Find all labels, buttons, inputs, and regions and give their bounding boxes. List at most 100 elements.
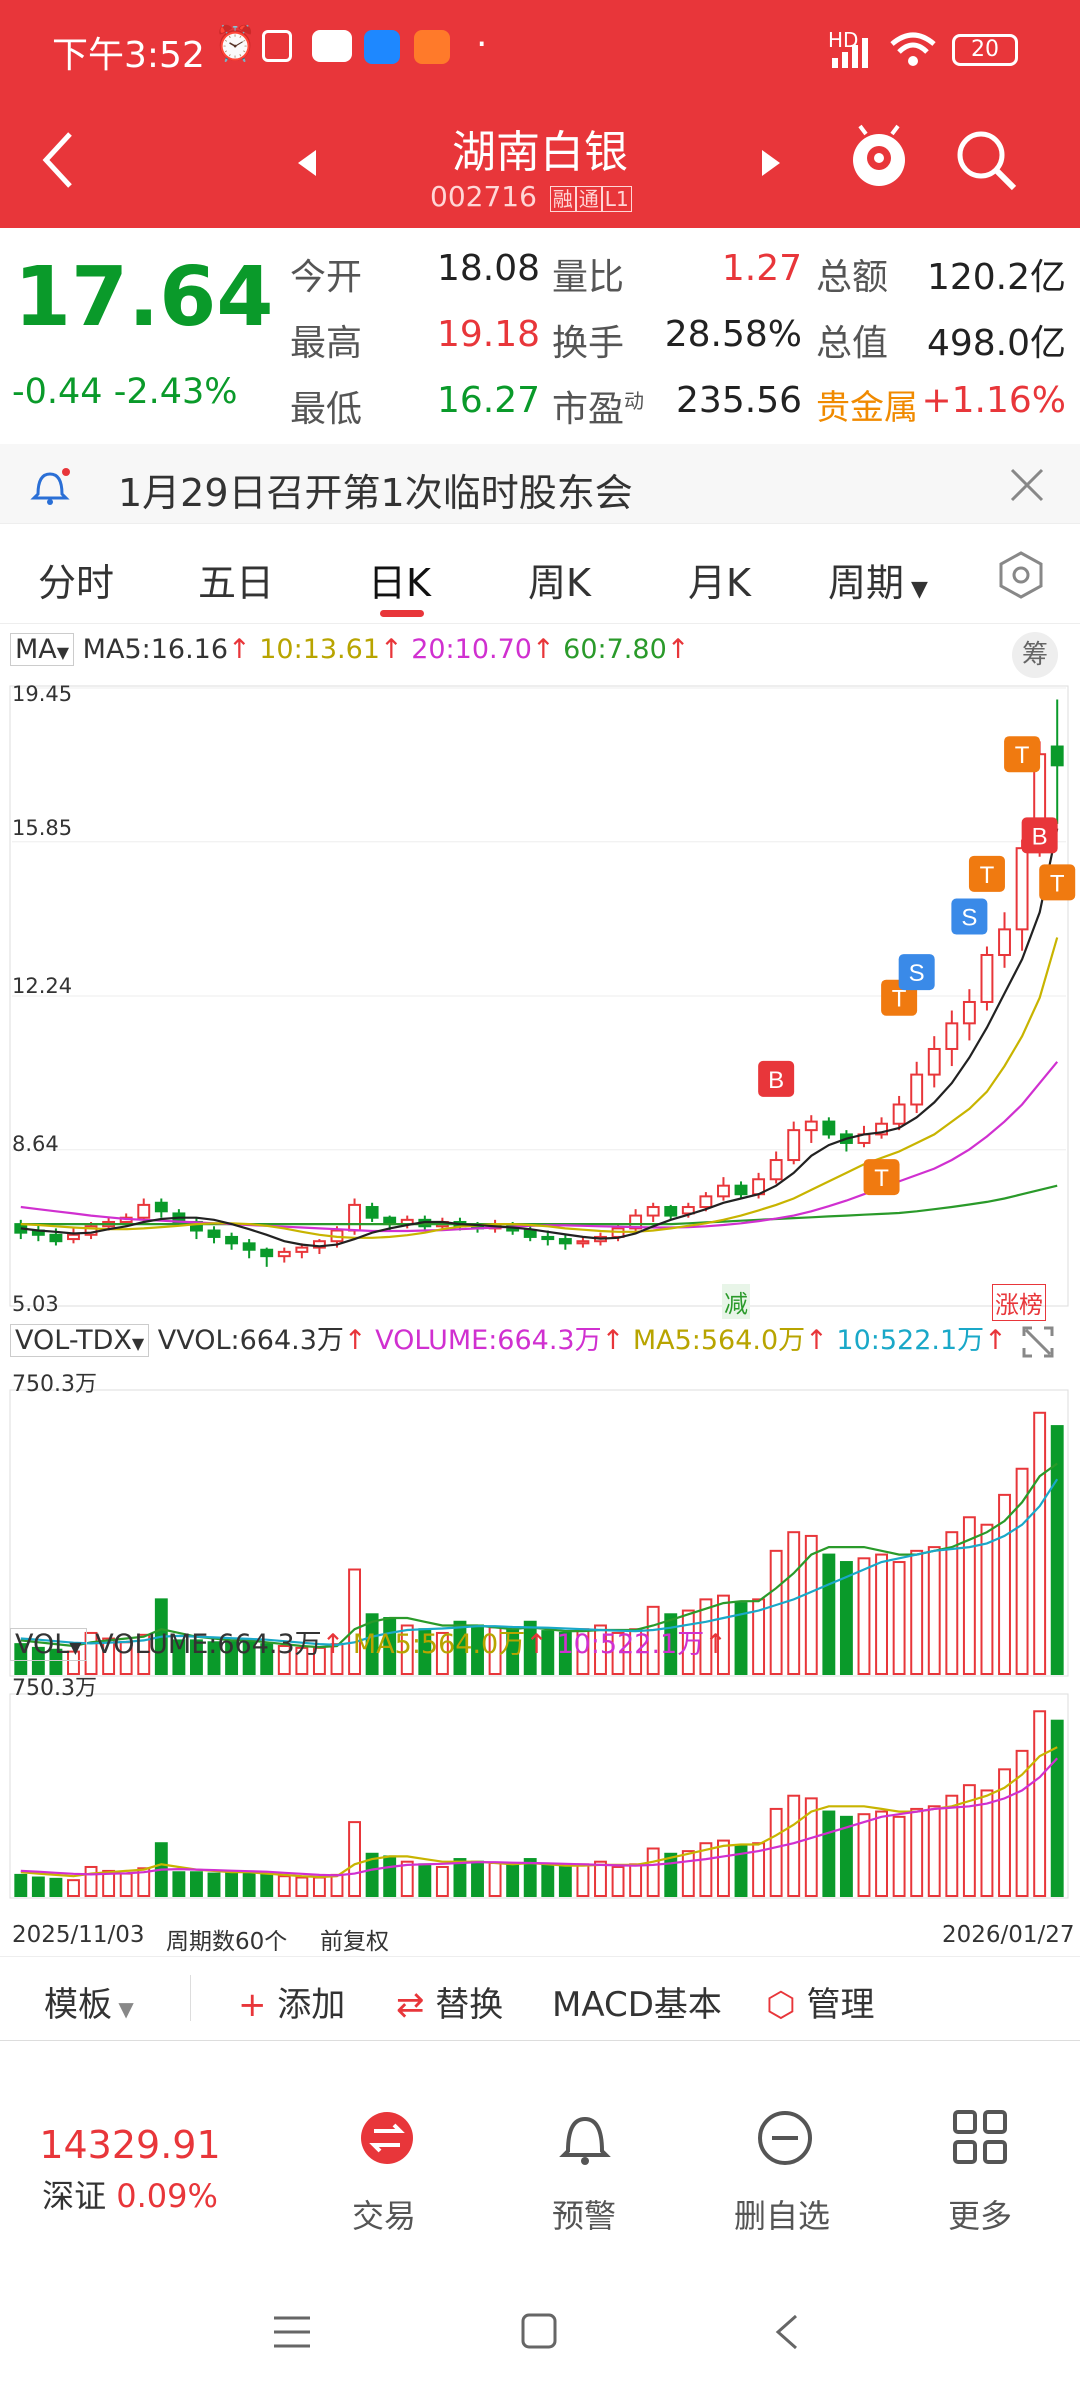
tab-intraday[interactable]: 分时	[38, 561, 115, 605]
trade-label[interactable]: 交易	[352, 2197, 417, 2235]
ma10-value: 10:13.61	[259, 634, 380, 665]
sector-label[interactable]: 贵金属	[816, 388, 918, 428]
chevron-down-icon: ▼	[56, 643, 70, 662]
candle-body	[207, 1229, 221, 1238]
turnover-amount-label: 总额	[816, 257, 889, 298]
kline-chart-area[interactable]: MA▼ MA5:16.16↑ 10:13.61↑ 20:10.70↑ 60:7.…	[0, 624, 1080, 1955]
ma-indicator-select[interactable]: MA▼	[10, 633, 75, 666]
vol-volume-bar	[892, 1815, 906, 1897]
tab-monthly-k[interactable]: 月K	[688, 561, 751, 605]
signal-icon	[832, 38, 868, 68]
vol-volume-bar	[998, 1768, 1011, 1898]
tab-five-day[interactable]: 五日	[198, 561, 275, 605]
vol-tdx-select[interactable]: VOL-TDX▼	[10, 1324, 150, 1357]
candle-body	[260, 1248, 274, 1258]
grid-more-icon[interactable]	[952, 2109, 1008, 2165]
search-icon[interactable]	[954, 128, 1018, 192]
vol-tdx-volume-bar	[646, 1605, 660, 1675]
vol-volume-bar	[260, 1873, 274, 1897]
tab-daily-k[interactable]: 日K	[368, 561, 431, 605]
template-button[interactable]: 模板 ▼	[44, 1977, 134, 2026]
limit-up-list-marker[interactable]: 涨榜	[992, 1284, 1046, 1321]
prev-stock-icon[interactable]	[296, 148, 320, 178]
vol-select[interactable]: VOL▼	[10, 1628, 87, 1661]
back-nav-icon[interactable]	[772, 2312, 800, 2352]
trade-signal-label: T	[874, 1165, 889, 1192]
vol-max-label: 750.3万	[12, 1676, 97, 1701]
menu-icon[interactable]	[272, 2314, 312, 2350]
manage-indicator-button[interactable]: ⬡ 管理	[766, 1977, 875, 2026]
add-indicator-button[interactable]: + 添加	[238, 1977, 345, 2026]
stock-code: 002716 融通 L1	[430, 180, 632, 213]
trade-signal-label: B	[1032, 823, 1048, 850]
ai-robot-icon[interactable]	[848, 124, 910, 198]
candle-body	[1015, 847, 1029, 931]
vol-volume-bar	[734, 1844, 748, 1898]
trade-signal-label: T	[892, 986, 907, 1013]
vol-volume-bar	[242, 1871, 256, 1898]
vol-tdx-volume-bar	[558, 1631, 572, 1676]
ma-indicator-label: MA	[15, 634, 57, 665]
candle-body	[892, 1103, 906, 1125]
expand-icon[interactable]	[1020, 1324, 1056, 1360]
vol-volume-bar	[839, 1815, 853, 1897]
vol-volume-bar	[629, 1863, 643, 1897]
ma60-value: 60:7.80	[563, 634, 667, 665]
settings-hex-icon[interactable]	[996, 550, 1046, 600]
reduce-holding-marker[interactable]: 减	[722, 1284, 750, 1319]
vol-ma10-arrow: ↑	[704, 1629, 727, 1660]
plus-icon: +	[238, 1985, 278, 2025]
vol-volume-bar	[383, 1855, 397, 1898]
vol-volume-bar	[664, 1852, 678, 1897]
vol-tdx-max-label: 750.3万	[12, 1372, 97, 1397]
adjust-mode-label: 前复权	[320, 1929, 389, 1955]
macd-basic-button[interactable]: MACD基本	[552, 1985, 722, 2025]
home-icon[interactable]	[520, 2312, 558, 2350]
chip-distribution-button[interactable]: 筹	[1012, 632, 1058, 678]
trade-signal-marker	[968, 855, 1005, 892]
back-icon[interactable]	[38, 130, 78, 190]
remove-watchlist-icon[interactable]	[756, 2109, 814, 2167]
tab-weekly-k[interactable]: 周K	[528, 561, 591, 605]
trade-signal-label: T	[980, 862, 995, 889]
app-notification-icon	[262, 30, 292, 62]
stock-title: 湖南白银	[452, 127, 628, 178]
candle-body	[523, 1229, 537, 1238]
ma5-arrow: ↑	[228, 634, 251, 665]
vol-tdx-volume-bar	[892, 1561, 906, 1676]
index-name: 深证	[42, 2177, 107, 2215]
announcement-bar[interactable]: 1月29日召开第1次临时股东会	[0, 444, 1080, 524]
vol-volume-bar	[576, 1863, 590, 1897]
stock-code-number: 002716	[430, 180, 537, 213]
vol-tdx-ma5-value: MA5:564.0万	[632, 1325, 806, 1356]
vol-tdx-volume-bar	[207, 1641, 221, 1676]
manage-label: 管理	[806, 1985, 875, 2025]
vol-tdx-volume-bar	[804, 1534, 818, 1675]
battery-level: 20	[971, 37, 999, 62]
more-label[interactable]: 更多	[948, 2197, 1013, 2235]
vol-tdx-volume-bar	[998, 1493, 1011, 1675]
close-icon[interactable]	[1010, 468, 1044, 502]
vol-tdx-volume-bar	[822, 1553, 836, 1676]
vol-tdx-volume-bar	[980, 1523, 994, 1675]
tab-period-dropdown[interactable]: 周期 ▼	[828, 552, 928, 607]
remove-watchlist-label[interactable]: 删自选	[734, 2197, 831, 2235]
vol-tdx-volume-bar	[664, 1613, 678, 1675]
vol-volume-bar	[277, 1875, 291, 1897]
alert-label[interactable]: 预警	[552, 2197, 617, 2235]
vol-ma5-arrow: ↑	[525, 1629, 548, 1660]
message-app-icon	[364, 30, 400, 64]
trade-icon[interactable]	[360, 2111, 414, 2165]
vol-volume-bar	[945, 1794, 959, 1897]
next-stock-icon[interactable]	[758, 148, 782, 178]
candle-body	[242, 1242, 256, 1251]
vol-tdx-ma10-arrow: ↑	[984, 1325, 1007, 1356]
vol-tdx-volume-bar	[400, 1624, 414, 1676]
index-ticker[interactable]: 14329.91 深证 0.09%	[30, 2123, 230, 2217]
announcement-text: 1月29日召开第1次临时股东会	[118, 471, 633, 515]
trade-signal-label: S	[961, 905, 977, 932]
replace-indicator-button[interactable]: ⇄ 替换	[396, 1977, 503, 2026]
candle-body	[646, 1206, 660, 1217]
bell-icon[interactable]	[558, 2109, 612, 2167]
vol-tdx-volume-bar	[1015, 1467, 1029, 1676]
